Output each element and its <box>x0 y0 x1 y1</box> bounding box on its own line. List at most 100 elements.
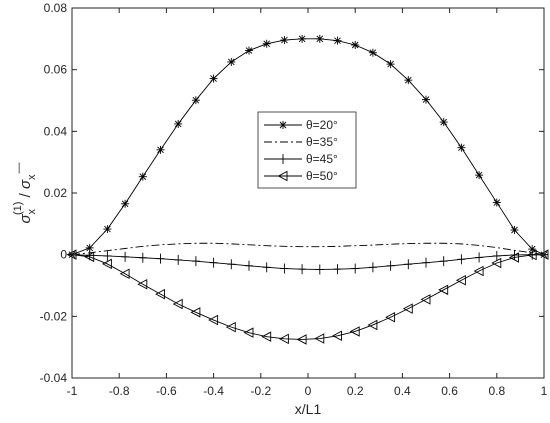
y-label-slash: / <box>17 189 34 202</box>
series-line <box>71 254 545 340</box>
data-point <box>156 253 165 264</box>
data-point <box>243 327 254 338</box>
y-tick-label: -0.04 <box>40 371 68 385</box>
y-label-overbar: — <box>13 162 25 173</box>
y-label-sub: x <box>26 208 38 214</box>
data-point <box>103 250 112 261</box>
legend-entry: θ=50° <box>264 169 338 183</box>
x-tick-label: -1 <box>67 384 78 398</box>
data-point <box>404 76 413 85</box>
data-point <box>298 264 307 275</box>
y-label-sub2: x <box>26 174 38 180</box>
data-point <box>420 294 431 305</box>
data-point <box>333 264 342 275</box>
x-tick-label: -0.8 <box>109 384 130 398</box>
data-point <box>296 334 307 345</box>
data-point <box>386 260 395 271</box>
data-point <box>333 36 342 45</box>
data-point <box>404 259 413 270</box>
data-point <box>208 314 219 326</box>
y-label-sigma: σ <box>17 214 34 224</box>
data-point <box>368 48 377 57</box>
x-tick-label: -0.4 <box>203 384 224 398</box>
data-point <box>491 257 502 269</box>
data-point <box>121 251 130 262</box>
data-point <box>492 198 501 207</box>
series-1 <box>68 34 548 259</box>
legend-label: θ=50° <box>306 169 338 183</box>
data-point <box>473 265 484 277</box>
x-tick-label: 1 <box>541 384 548 398</box>
data-point <box>155 288 165 300</box>
data-point <box>225 321 236 333</box>
data-point <box>439 118 448 127</box>
legend-marker <box>279 121 287 129</box>
y-label-sigma2: σ <box>17 179 34 189</box>
x-tick-label: -0.6 <box>156 384 177 398</box>
y-label-sup: (1) <box>12 202 24 215</box>
legend-label: θ=45° <box>306 152 338 166</box>
data-point <box>367 319 378 331</box>
data-point <box>457 254 466 265</box>
data-point <box>351 263 360 274</box>
data-point <box>245 260 253 271</box>
data-point <box>385 312 396 323</box>
data-point <box>156 145 165 154</box>
y-tick-label: 0.02 <box>44 186 68 200</box>
legend-entry: θ=20° <box>264 118 338 132</box>
data-point <box>280 263 289 274</box>
legend-entry: θ=35° <box>264 135 338 149</box>
y-axis-label: σx(1) / σx— <box>12 162 38 223</box>
legend-label: θ=20° <box>306 118 338 132</box>
data-point <box>85 250 94 261</box>
data-point <box>422 95 430 104</box>
data-point <box>137 279 148 290</box>
data-point <box>174 254 183 265</box>
x-tick-label: 0 <box>305 384 312 398</box>
y-tick-label: 0.06 <box>44 63 68 77</box>
x-tick-label: -0.2 <box>250 384 271 398</box>
data-point <box>191 96 200 105</box>
legend-label: θ=35° <box>306 135 338 149</box>
series-4 <box>66 249 549 345</box>
data-point <box>278 333 289 345</box>
data-point <box>368 262 377 273</box>
data-point <box>422 257 430 268</box>
x-tick-label: 0.2 <box>347 384 364 398</box>
data-point <box>262 262 271 273</box>
data-point <box>262 39 271 48</box>
y-tick-label: 0.04 <box>44 124 68 138</box>
data-point <box>84 251 95 263</box>
data-point <box>245 46 253 55</box>
data-point <box>332 330 342 342</box>
x-axis-ticks: -1 -0.8 -0.6 -0.4 -0.2 0 0.2 0.4 0.6 0.8 1 <box>67 8 548 398</box>
data-point <box>402 303 413 314</box>
data-point <box>439 256 448 267</box>
data-point <box>315 34 324 43</box>
data-point <box>261 331 272 342</box>
data-point <box>174 119 183 128</box>
data-point <box>119 268 130 280</box>
data-point <box>510 226 519 234</box>
data-point <box>190 307 201 318</box>
data-point <box>209 257 218 268</box>
data-series-group <box>66 34 549 345</box>
series-line <box>71 38 545 256</box>
y-tick-label: -0.02 <box>40 309 68 323</box>
data-point <box>172 298 183 310</box>
data-point <box>475 252 484 263</box>
data-point <box>314 333 325 344</box>
series-2 <box>71 242 545 256</box>
data-point <box>349 326 360 337</box>
y-tick-label: 0 <box>60 248 67 262</box>
data-point <box>351 41 360 49</box>
data-point <box>138 172 147 181</box>
legend-marker <box>277 170 288 182</box>
y-tick-label: 0.08 <box>44 1 68 15</box>
data-point <box>138 252 147 263</box>
legend: θ=20° θ=35° θ=45° θ=50° <box>257 111 357 189</box>
data-point <box>475 171 484 180</box>
data-point <box>101 258 112 270</box>
svg-text:σx(1) / σx—: σx(1) / σx— <box>12 162 38 223</box>
